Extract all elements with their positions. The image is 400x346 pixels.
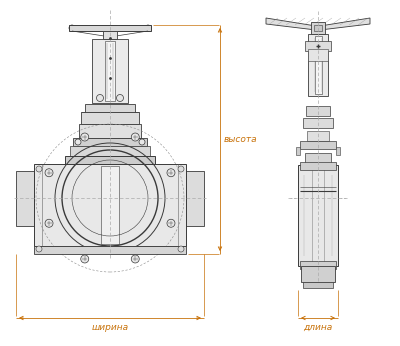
Text: длина: длина [303, 323, 333, 332]
Circle shape [75, 139, 81, 145]
Bar [300, 261, 336, 269]
Bar [311, 22, 325, 34]
Bar [65, 156, 155, 164]
Bar [70, 146, 150, 156]
Bar [300, 141, 336, 149]
Bar [85, 104, 135, 112]
Bar [308, 49, 328, 61]
Ellipse shape [145, 25, 151, 31]
Bar [34, 246, 186, 254]
Circle shape [96, 94, 104, 101]
Bar [305, 41, 331, 51]
Bar [303, 282, 333, 288]
Circle shape [167, 169, 175, 177]
Bar [81, 112, 139, 124]
Text: высота: высота [224, 135, 258, 144]
Bar [298, 165, 338, 266]
Bar [336, 147, 340, 155]
Circle shape [131, 133, 139, 141]
Circle shape [45, 169, 53, 177]
Bar [308, 34, 328, 96]
Bar [306, 106, 330, 116]
Circle shape [36, 166, 42, 172]
Bar [73, 138, 147, 146]
Circle shape [116, 94, 124, 101]
Bar [296, 147, 300, 155]
Circle shape [178, 166, 184, 172]
Bar [314, 36, 322, 94]
Polygon shape [303, 191, 333, 206]
Circle shape [45, 219, 53, 227]
Polygon shape [266, 18, 316, 30]
Text: ширина: ширина [92, 323, 128, 332]
Circle shape [167, 219, 175, 227]
Bar [105, 41, 115, 101]
Bar [103, 31, 117, 39]
Circle shape [178, 246, 184, 252]
Bar [79, 124, 141, 138]
Bar [92, 39, 128, 103]
Bar [301, 266, 335, 282]
Bar [303, 118, 333, 128]
Bar [101, 166, 119, 244]
Bar [307, 131, 329, 141]
Bar [300, 162, 336, 170]
Bar [34, 164, 186, 246]
Ellipse shape [69, 25, 75, 31]
Bar [186, 171, 204, 226]
Bar [16, 171, 34, 226]
Circle shape [81, 133, 89, 141]
Circle shape [139, 139, 145, 145]
Circle shape [81, 255, 89, 263]
Circle shape [131, 255, 139, 263]
Bar [69, 25, 151, 31]
Circle shape [36, 246, 42, 252]
Bar [305, 153, 331, 165]
Polygon shape [320, 18, 370, 30]
Bar [314, 25, 322, 31]
